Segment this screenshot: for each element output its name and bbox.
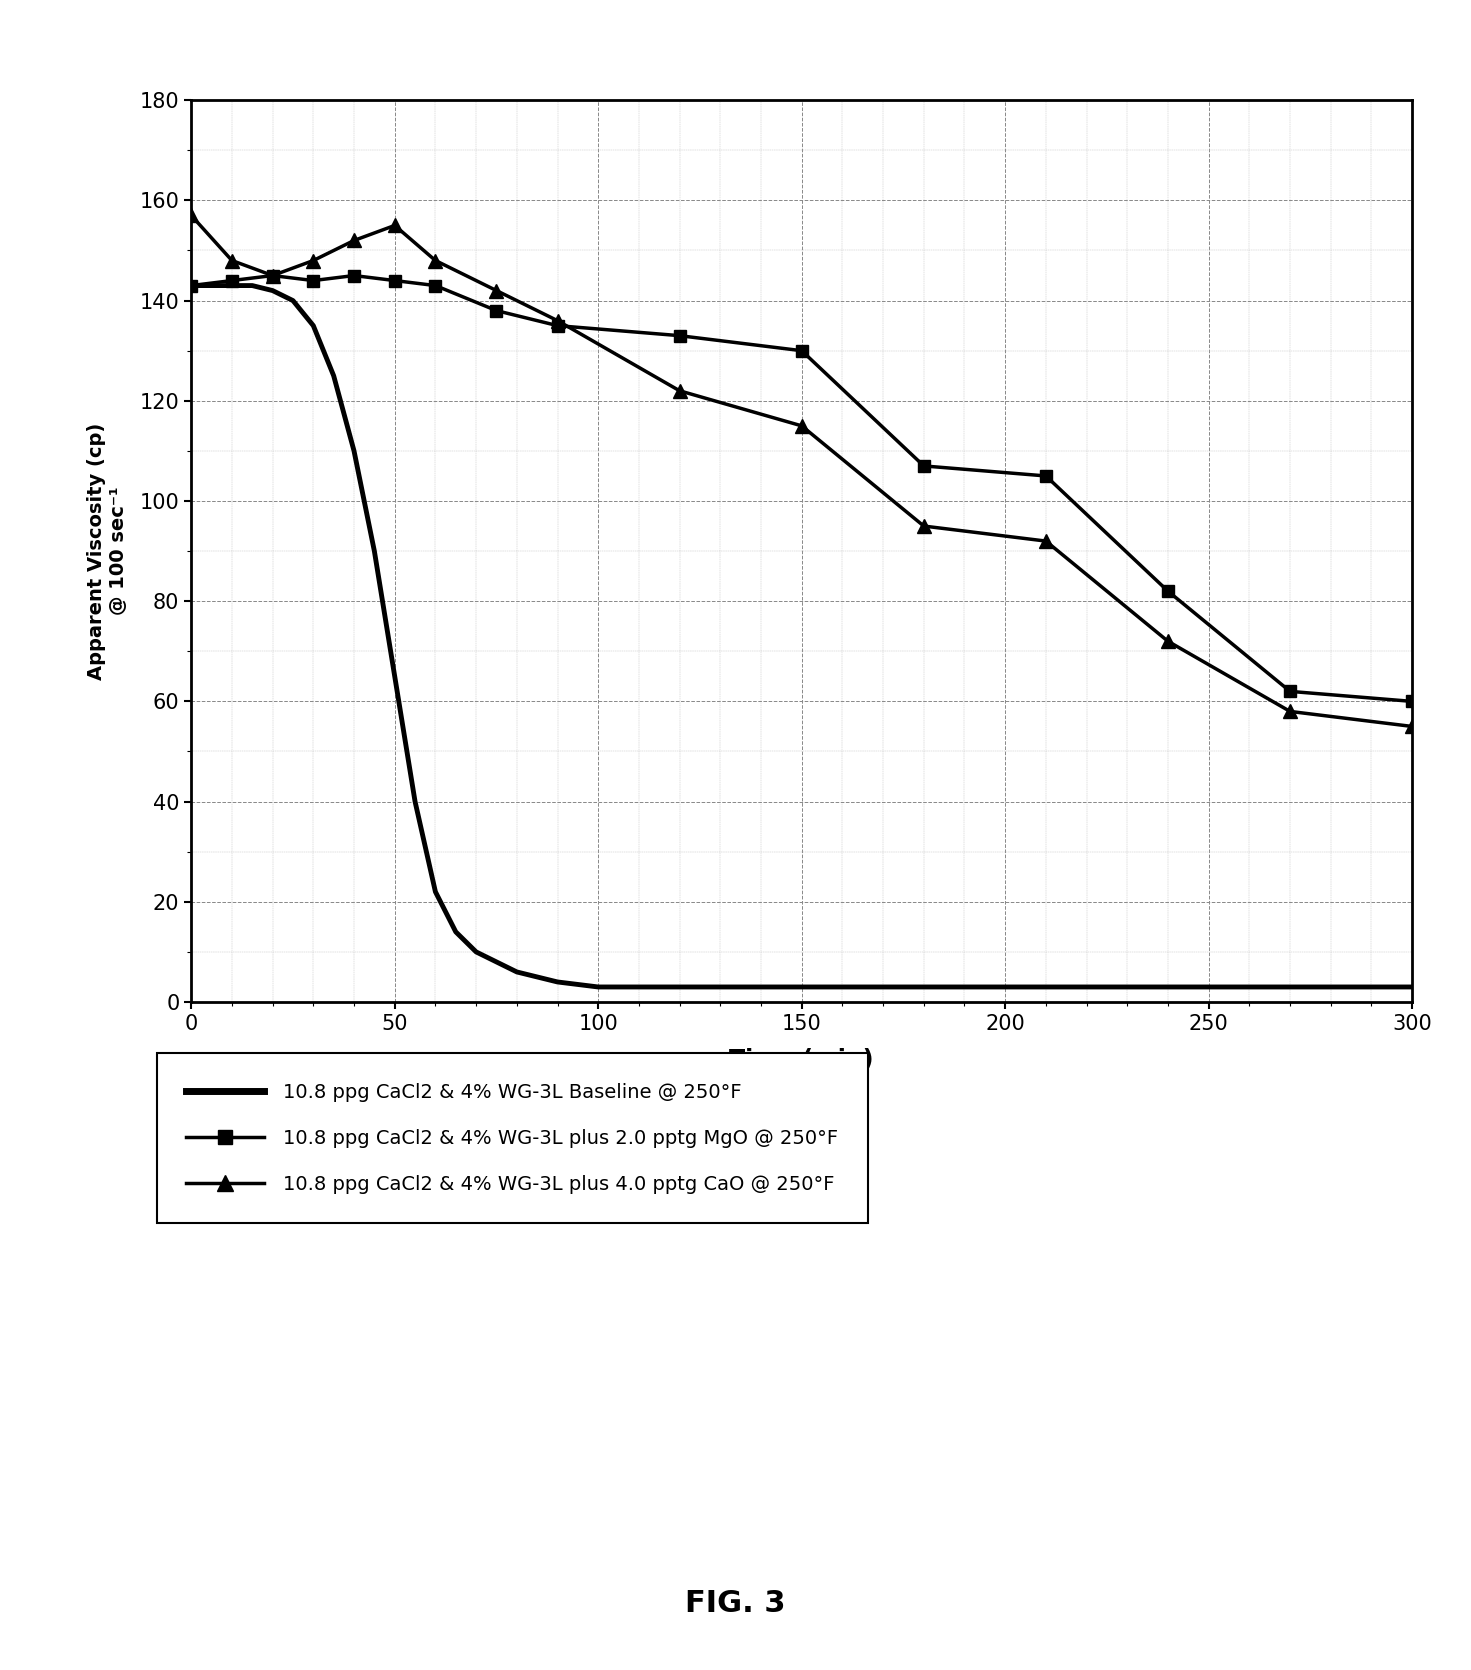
Text: FIG. 3: FIG. 3: [685, 1588, 786, 1618]
Legend: 10.8 ppg CaCl2 & 4% WG-3L Baseline @ 250°F, 10.8 ppg CaCl2 & 4% WG-3L plus 2.0 p: 10.8 ppg CaCl2 & 4% WG-3L Baseline @ 250…: [157, 1054, 868, 1222]
Y-axis label: Apparent Viscosity (cp)
@ 100 sec⁻¹: Apparent Viscosity (cp) @ 100 sec⁻¹: [87, 423, 128, 680]
X-axis label: Time (min): Time (min): [730, 1047, 874, 1072]
